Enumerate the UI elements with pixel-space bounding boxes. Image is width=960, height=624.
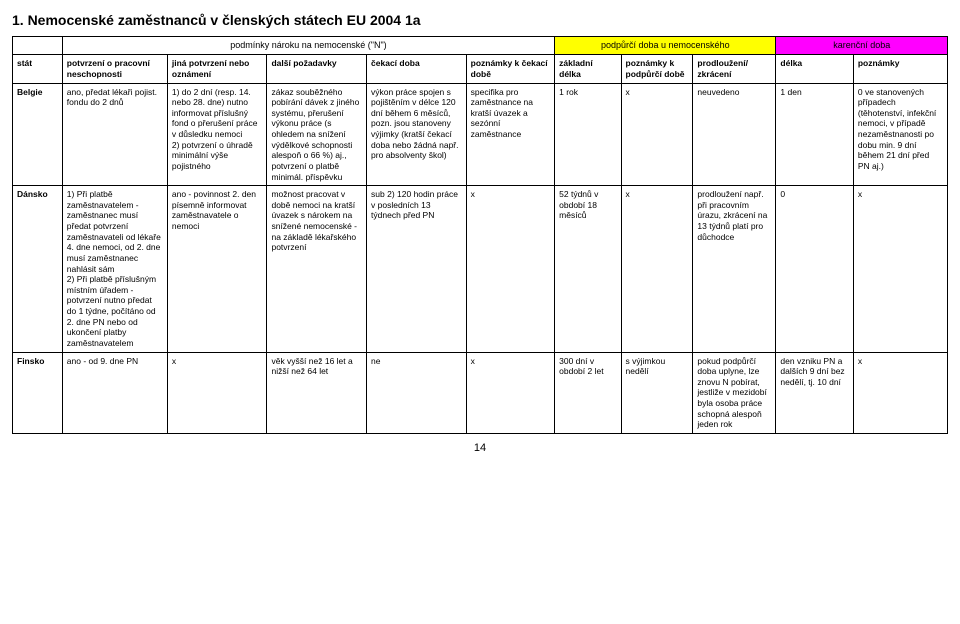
cell-poznamky: 0 ve stanovených případech (těhotenství,… bbox=[853, 83, 947, 186]
cell-delka: 1 den bbox=[776, 83, 853, 186]
cell-prodlouzeni: neuvedeno bbox=[693, 83, 776, 186]
col-poznamky-cekaci: poznámky k čekací době bbox=[466, 55, 555, 83]
col-stat: stát bbox=[13, 55, 63, 83]
cell-zakladni-delka: 1 rok bbox=[555, 83, 621, 186]
col-dalsi-pozadavky: další požadavky bbox=[267, 55, 367, 83]
table-row: Dánsko 1) Při platbě zaměstnavatelem - z… bbox=[13, 186, 948, 352]
group-header-empty bbox=[13, 37, 63, 55]
cell-poznamky-podpurci: x bbox=[621, 186, 693, 352]
cell-zakladni-delka: 52 týdnů v období 18 měsíců bbox=[555, 186, 621, 352]
cell-poznamky-podpurci: x bbox=[621, 83, 693, 186]
cell-dalsi-pozadavky: možnost pracovat v době nemoci na kratší… bbox=[267, 186, 367, 352]
group-header-podpurci: podpůrčí doba u nemocenského bbox=[555, 37, 776, 55]
cell-delka: 0 bbox=[776, 186, 853, 352]
cell-stat: Belgie bbox=[13, 83, 63, 186]
table-column-header-row: stát potvrzení o pracovní neschopnosti j… bbox=[13, 55, 948, 83]
col-zakladni-delka: základní délka bbox=[555, 55, 621, 83]
data-table: podmínky nároku na nemocenské ("N") podp… bbox=[12, 36, 948, 434]
cell-poznamky-cekaci: x bbox=[466, 186, 555, 352]
cell-cekaci-doba: výkon práce spojen s pojištěním v délce … bbox=[367, 83, 467, 186]
col-poznamky-podpurci: poznámky k podpůrčí době bbox=[621, 55, 693, 83]
group-header-karencni: karenční doba bbox=[776, 37, 948, 55]
cell-jina-potvrzeni: 1) do 2 dní (resp. 14. nebo 28. dne) nut… bbox=[167, 83, 267, 186]
table-row: Belgie ano, předat lékaři pojist. fondu … bbox=[13, 83, 948, 186]
cell-delka: den vzniku PN a dalších 9 dní bez nedělí… bbox=[776, 352, 853, 433]
table-group-header-row: podmínky nároku na nemocenské ("N") podp… bbox=[13, 37, 948, 55]
cell-poznamky-cekaci: x bbox=[466, 352, 555, 433]
cell-cekaci-doba: sub 2) 120 hodin práce v posledních 13 t… bbox=[367, 186, 467, 352]
cell-poznamky-podpurci: s výjimkou nedělí bbox=[621, 352, 693, 433]
col-delka: délka bbox=[776, 55, 853, 83]
col-cekaci-doba: čekací doba bbox=[367, 55, 467, 83]
cell-prodlouzeni: prodloužení např. při pracovním úrazu, z… bbox=[693, 186, 776, 352]
cell-cekaci-doba: ne bbox=[367, 352, 467, 433]
cell-dalsi-pozadavky: věk vyšší než 16 let a nižší než 64 let bbox=[267, 352, 367, 433]
cell-stat: Finsko bbox=[13, 352, 63, 433]
cell-potvrzeni-pn: ano, předat lékaři pojist. fondu do 2 dn… bbox=[62, 83, 167, 186]
cell-potvrzeni-pn: 1) Při platbě zaměstnavatelem - zaměstna… bbox=[62, 186, 167, 352]
cell-jina-potvrzeni: x bbox=[167, 352, 267, 433]
table-body: Belgie ano, předat lékaři pojist. fondu … bbox=[13, 83, 948, 433]
col-jina-potvrzeni: jiná potvrzení nebo oznámení bbox=[167, 55, 267, 83]
cell-poznamky: x bbox=[853, 186, 947, 352]
table-row: Finsko ano - od 9. dne PN x věk vyšší ne… bbox=[13, 352, 948, 433]
cell-poznamky-cekaci: specifika pro zaměstnance na kratší úvaz… bbox=[466, 83, 555, 186]
cell-poznamky: x bbox=[853, 352, 947, 433]
cell-jina-potvrzeni: ano - povinnost 2. den písemně informova… bbox=[167, 186, 267, 352]
group-header-podminky: podmínky nároku na nemocenské ("N") bbox=[62, 37, 554, 55]
page-title: 1. Nemocenské zaměstnanců v členských st… bbox=[12, 12, 948, 28]
col-prodlouzeni: prodloužení/ zkrácení bbox=[693, 55, 776, 83]
cell-zakladni-delka: 300 dní v období 2 let bbox=[555, 352, 621, 433]
page-number: 14 bbox=[12, 442, 948, 454]
col-poznamky: poznámky bbox=[853, 55, 947, 83]
cell-stat: Dánsko bbox=[13, 186, 63, 352]
cell-prodlouzeni: pokud podpůrčí doba uplyne, lze znovu N … bbox=[693, 352, 776, 433]
col-potvrzeni-pn: potvrzení o pracovní neschopnosti bbox=[62, 55, 167, 83]
cell-potvrzeni-pn: ano - od 9. dne PN bbox=[62, 352, 167, 433]
cell-dalsi-pozadavky: zákaz souběžného pobírání dávek z jiného… bbox=[267, 83, 367, 186]
